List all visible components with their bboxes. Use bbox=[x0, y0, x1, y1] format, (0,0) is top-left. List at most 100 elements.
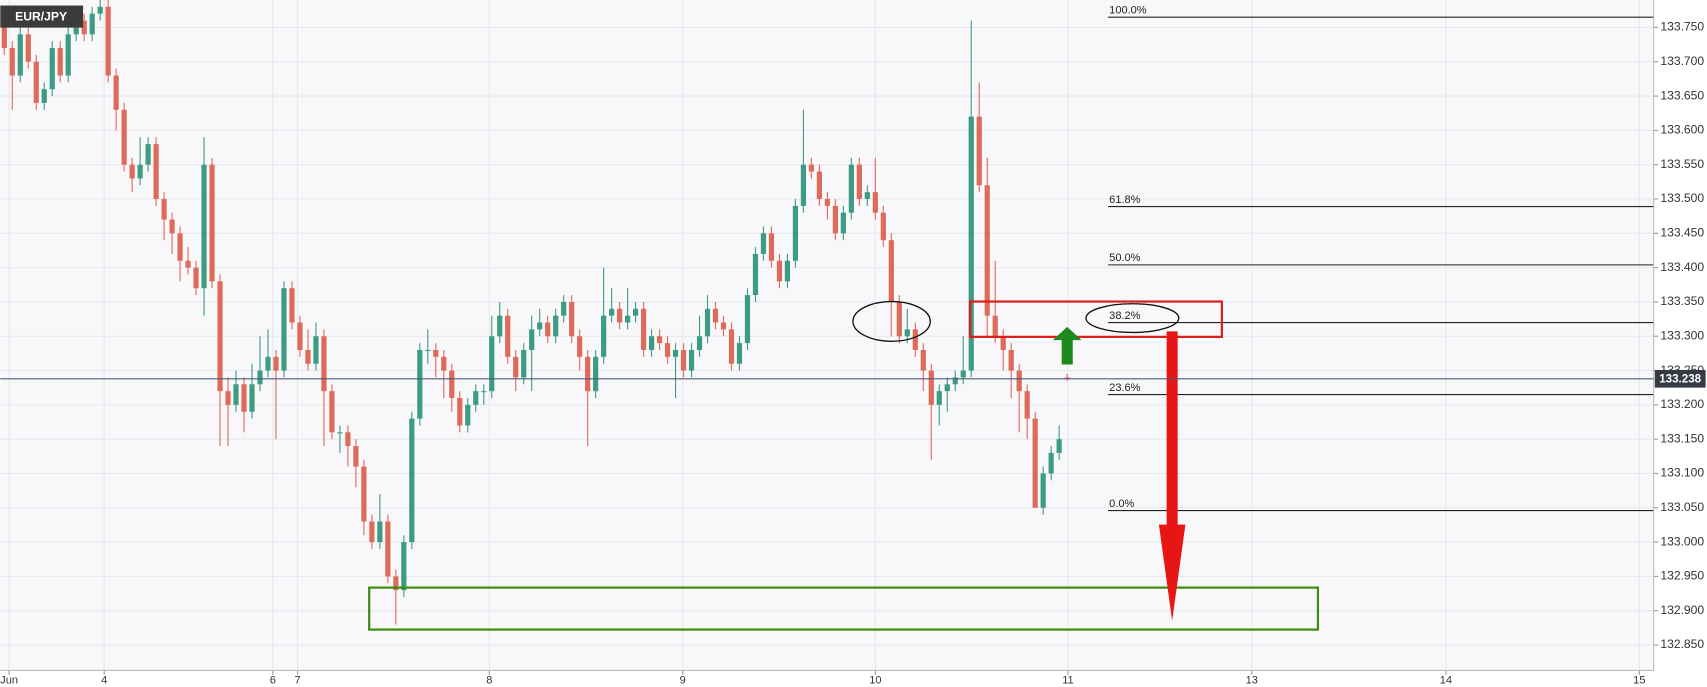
candle-body bbox=[680, 349, 687, 371]
candle-body bbox=[1000, 336, 1006, 350]
y-tick-label: 133.000 bbox=[1660, 534, 1704, 548]
candle-body bbox=[105, 6, 111, 76]
candle-body bbox=[984, 185, 990, 316]
candle-body bbox=[9, 48, 15, 76]
candle-body bbox=[880, 212, 886, 241]
y-tick-label: 133.400 bbox=[1660, 260, 1704, 274]
candle-body bbox=[896, 301, 902, 337]
candle-body bbox=[225, 391, 231, 405]
candle-body bbox=[744, 295, 751, 344]
plot-background bbox=[0, 0, 1653, 670]
candle-body bbox=[353, 446, 359, 467]
y-tick-label: 133.450 bbox=[1660, 226, 1704, 240]
x-tick-label: 4 bbox=[101, 674, 107, 686]
candle-body bbox=[377, 521, 383, 543]
candle-body bbox=[305, 349, 311, 364]
candle-body bbox=[33, 61, 39, 103]
fib-level-label: 50.0% bbox=[1109, 252, 1140, 264]
candle-body bbox=[425, 349, 431, 352]
y-tick-label: 133.650 bbox=[1660, 88, 1704, 102]
highlight-ellipse bbox=[1085, 303, 1180, 334]
candle-body bbox=[664, 343, 671, 357]
candle-body bbox=[289, 288, 295, 323]
candle-body bbox=[17, 34, 23, 76]
candle-body bbox=[177, 233, 183, 261]
candle-body bbox=[393, 576, 399, 591]
candle-body bbox=[1032, 418, 1038, 508]
candle-body bbox=[473, 391, 479, 405]
candle-body bbox=[832, 205, 838, 234]
candle-body bbox=[97, 6, 103, 14]
candle-body bbox=[193, 267, 199, 289]
candle-body bbox=[313, 336, 319, 364]
x-tick-label: 10 bbox=[869, 674, 881, 686]
candle-body bbox=[728, 329, 735, 364]
candle-body bbox=[209, 164, 215, 282]
candle-body bbox=[345, 432, 351, 447]
up-arrow bbox=[1052, 326, 1082, 365]
candle-body bbox=[561, 301, 567, 316]
y-tick-label: 133.050 bbox=[1660, 500, 1704, 514]
candle-body bbox=[601, 315, 607, 357]
candle-body bbox=[632, 308, 639, 316]
y-tick-label: 133.100 bbox=[1660, 466, 1704, 480]
candle-body bbox=[553, 315, 559, 337]
candle-body bbox=[257, 370, 263, 385]
candle-body bbox=[185, 260, 191, 268]
y-tick-label: 133.150 bbox=[1660, 431, 1704, 445]
candle-body bbox=[441, 356, 447, 371]
candle-body bbox=[385, 521, 391, 577]
y-tick-label: 133.550 bbox=[1660, 157, 1704, 171]
candle-body bbox=[920, 349, 926, 371]
candle-body bbox=[449, 370, 455, 399]
candle-body bbox=[577, 336, 583, 357]
candle-body bbox=[704, 308, 711, 337]
x-tick-label: Jun bbox=[0, 674, 18, 686]
candle-body bbox=[1048, 452, 1054, 474]
candle-body bbox=[617, 308, 623, 323]
candle-body bbox=[952, 377, 958, 385]
candle-body bbox=[625, 315, 631, 323]
symbol: EUR/JPY bbox=[15, 9, 67, 23]
support-zone bbox=[368, 586, 1320, 631]
candle-body bbox=[369, 521, 375, 543]
last-price-badge bbox=[1654, 369, 1706, 388]
candle-body bbox=[57, 48, 63, 76]
candle-body bbox=[992, 315, 998, 337]
candle-body bbox=[593, 356, 599, 392]
down-arrow bbox=[1158, 331, 1186, 621]
candle-body bbox=[808, 164, 815, 172]
candle-body bbox=[457, 398, 463, 426]
candle-body bbox=[337, 432, 343, 434]
y-tick-label: 132.900 bbox=[1660, 603, 1704, 617]
candle-body bbox=[912, 329, 918, 350]
candle-body bbox=[1064, 377, 1070, 379]
candle-body bbox=[784, 260, 791, 282]
candle-body bbox=[161, 199, 167, 220]
candle-body bbox=[481, 391, 487, 393]
candle-body bbox=[401, 542, 407, 591]
candle-body bbox=[49, 48, 55, 90]
candle-body bbox=[776, 260, 783, 282]
candle-body bbox=[465, 404, 471, 426]
candle-body bbox=[249, 384, 255, 412]
candle-body bbox=[944, 384, 950, 392]
candle-body bbox=[960, 370, 966, 378]
candle-body bbox=[800, 164, 807, 206]
fib-level-label: 23.6% bbox=[1109, 382, 1140, 394]
candle-body bbox=[129, 164, 135, 179]
candle-body bbox=[872, 192, 878, 213]
annotations: EUR/JPY bbox=[0, 5, 1320, 631]
last-price-label: 133.238 bbox=[1659, 373, 1701, 385]
candle-body bbox=[513, 356, 519, 378]
candle-body bbox=[656, 336, 663, 344]
candle-body bbox=[736, 343, 743, 364]
candle-body bbox=[361, 466, 367, 522]
x-tick-label: 15 bbox=[1633, 674, 1645, 686]
x-tick-label: 9 bbox=[680, 674, 686, 686]
candle-body bbox=[840, 212, 846, 234]
y-tick-label: 132.850 bbox=[1660, 637, 1704, 651]
y-tick-label: 133.350 bbox=[1660, 294, 1704, 308]
candle-body bbox=[241, 384, 247, 412]
x-tick-label: 7 bbox=[294, 674, 300, 686]
